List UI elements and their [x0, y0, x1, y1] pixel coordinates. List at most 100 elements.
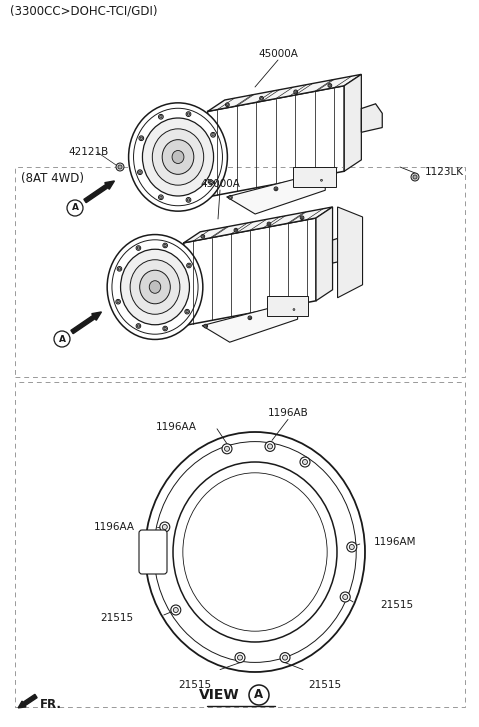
Circle shape — [229, 196, 231, 198]
Circle shape — [67, 200, 83, 216]
Text: VIEW: VIEW — [199, 688, 240, 702]
Polygon shape — [207, 74, 361, 111]
Circle shape — [136, 324, 141, 329]
Circle shape — [347, 542, 357, 552]
Circle shape — [301, 217, 303, 219]
Ellipse shape — [162, 140, 194, 174]
FancyArrow shape — [18, 694, 37, 708]
Polygon shape — [338, 207, 363, 298]
Circle shape — [201, 235, 205, 238]
Text: 1196AM: 1196AM — [374, 537, 416, 547]
Circle shape — [187, 263, 191, 268]
Text: 1196AA: 1196AA — [156, 422, 197, 432]
Text: 45000A: 45000A — [200, 179, 240, 189]
Circle shape — [160, 116, 162, 118]
Circle shape — [320, 180, 322, 181]
Circle shape — [117, 300, 119, 303]
Circle shape — [137, 170, 142, 174]
Circle shape — [248, 316, 251, 320]
Circle shape — [300, 216, 304, 220]
Polygon shape — [207, 86, 344, 197]
Circle shape — [202, 236, 204, 237]
Circle shape — [204, 324, 207, 328]
Ellipse shape — [173, 462, 337, 642]
Circle shape — [222, 443, 232, 454]
FancyArrow shape — [84, 181, 114, 203]
Text: A: A — [71, 204, 79, 212]
Circle shape — [235, 653, 245, 662]
Circle shape — [342, 595, 348, 600]
Ellipse shape — [107, 235, 203, 340]
Circle shape — [210, 181, 212, 184]
Circle shape — [268, 223, 270, 225]
Circle shape — [159, 195, 163, 200]
Circle shape — [265, 441, 275, 451]
FancyArrow shape — [71, 312, 102, 334]
Circle shape — [300, 457, 310, 467]
Polygon shape — [184, 218, 316, 326]
Circle shape — [160, 196, 162, 198]
Text: 21515: 21515 — [380, 600, 413, 610]
Circle shape — [187, 113, 190, 116]
Polygon shape — [202, 301, 297, 342]
Circle shape — [187, 198, 190, 201]
Circle shape — [164, 244, 166, 246]
Circle shape — [140, 137, 142, 140]
Text: (3300CC>DOHC-TCI/GDI): (3300CC>DOHC-TCI/GDI) — [10, 5, 158, 18]
Circle shape — [139, 171, 141, 173]
Ellipse shape — [152, 129, 204, 185]
Ellipse shape — [145, 432, 365, 672]
Polygon shape — [316, 207, 332, 301]
Ellipse shape — [121, 249, 190, 325]
Circle shape — [137, 325, 139, 327]
Polygon shape — [227, 172, 325, 214]
Circle shape — [260, 97, 263, 100]
Polygon shape — [184, 207, 332, 243]
Polygon shape — [344, 74, 361, 172]
Circle shape — [329, 84, 331, 87]
Circle shape — [227, 104, 228, 105]
Circle shape — [340, 592, 350, 602]
Circle shape — [235, 229, 237, 231]
Circle shape — [319, 178, 323, 182]
Circle shape — [163, 326, 168, 331]
Circle shape — [185, 310, 189, 314]
Text: FR.: FR. — [40, 697, 62, 710]
Circle shape — [136, 246, 141, 250]
Circle shape — [349, 545, 354, 550]
Text: 1196AB: 1196AB — [268, 409, 308, 419]
Text: 21515: 21515 — [179, 680, 212, 690]
Circle shape — [261, 97, 262, 100]
Polygon shape — [332, 236, 353, 263]
Circle shape — [211, 132, 216, 137]
Text: 1196AA: 1196AA — [94, 522, 135, 532]
Polygon shape — [361, 104, 382, 132]
Ellipse shape — [128, 103, 228, 211]
Text: A: A — [254, 688, 263, 702]
Ellipse shape — [149, 281, 161, 293]
Circle shape — [303, 459, 308, 465]
Circle shape — [283, 655, 287, 660]
Circle shape — [160, 522, 170, 532]
Text: 21515: 21515 — [308, 680, 342, 690]
Circle shape — [413, 175, 417, 179]
Circle shape — [328, 84, 332, 87]
Circle shape — [228, 196, 232, 199]
Circle shape — [295, 91, 297, 93]
Circle shape — [116, 300, 120, 304]
Circle shape — [54, 331, 70, 347]
Bar — [293, 166, 336, 188]
Circle shape — [118, 268, 121, 270]
FancyBboxPatch shape — [139, 530, 167, 574]
Circle shape — [173, 608, 178, 613]
Circle shape — [249, 685, 269, 705]
Circle shape — [116, 163, 124, 171]
Ellipse shape — [130, 260, 180, 314]
Circle shape — [280, 653, 290, 662]
Circle shape — [225, 446, 229, 451]
Text: (8AT 4WD): (8AT 4WD) — [21, 172, 84, 185]
Text: 42121B: 42121B — [68, 147, 108, 157]
Text: A: A — [58, 334, 66, 343]
Ellipse shape — [140, 270, 171, 304]
Circle shape — [294, 90, 297, 94]
